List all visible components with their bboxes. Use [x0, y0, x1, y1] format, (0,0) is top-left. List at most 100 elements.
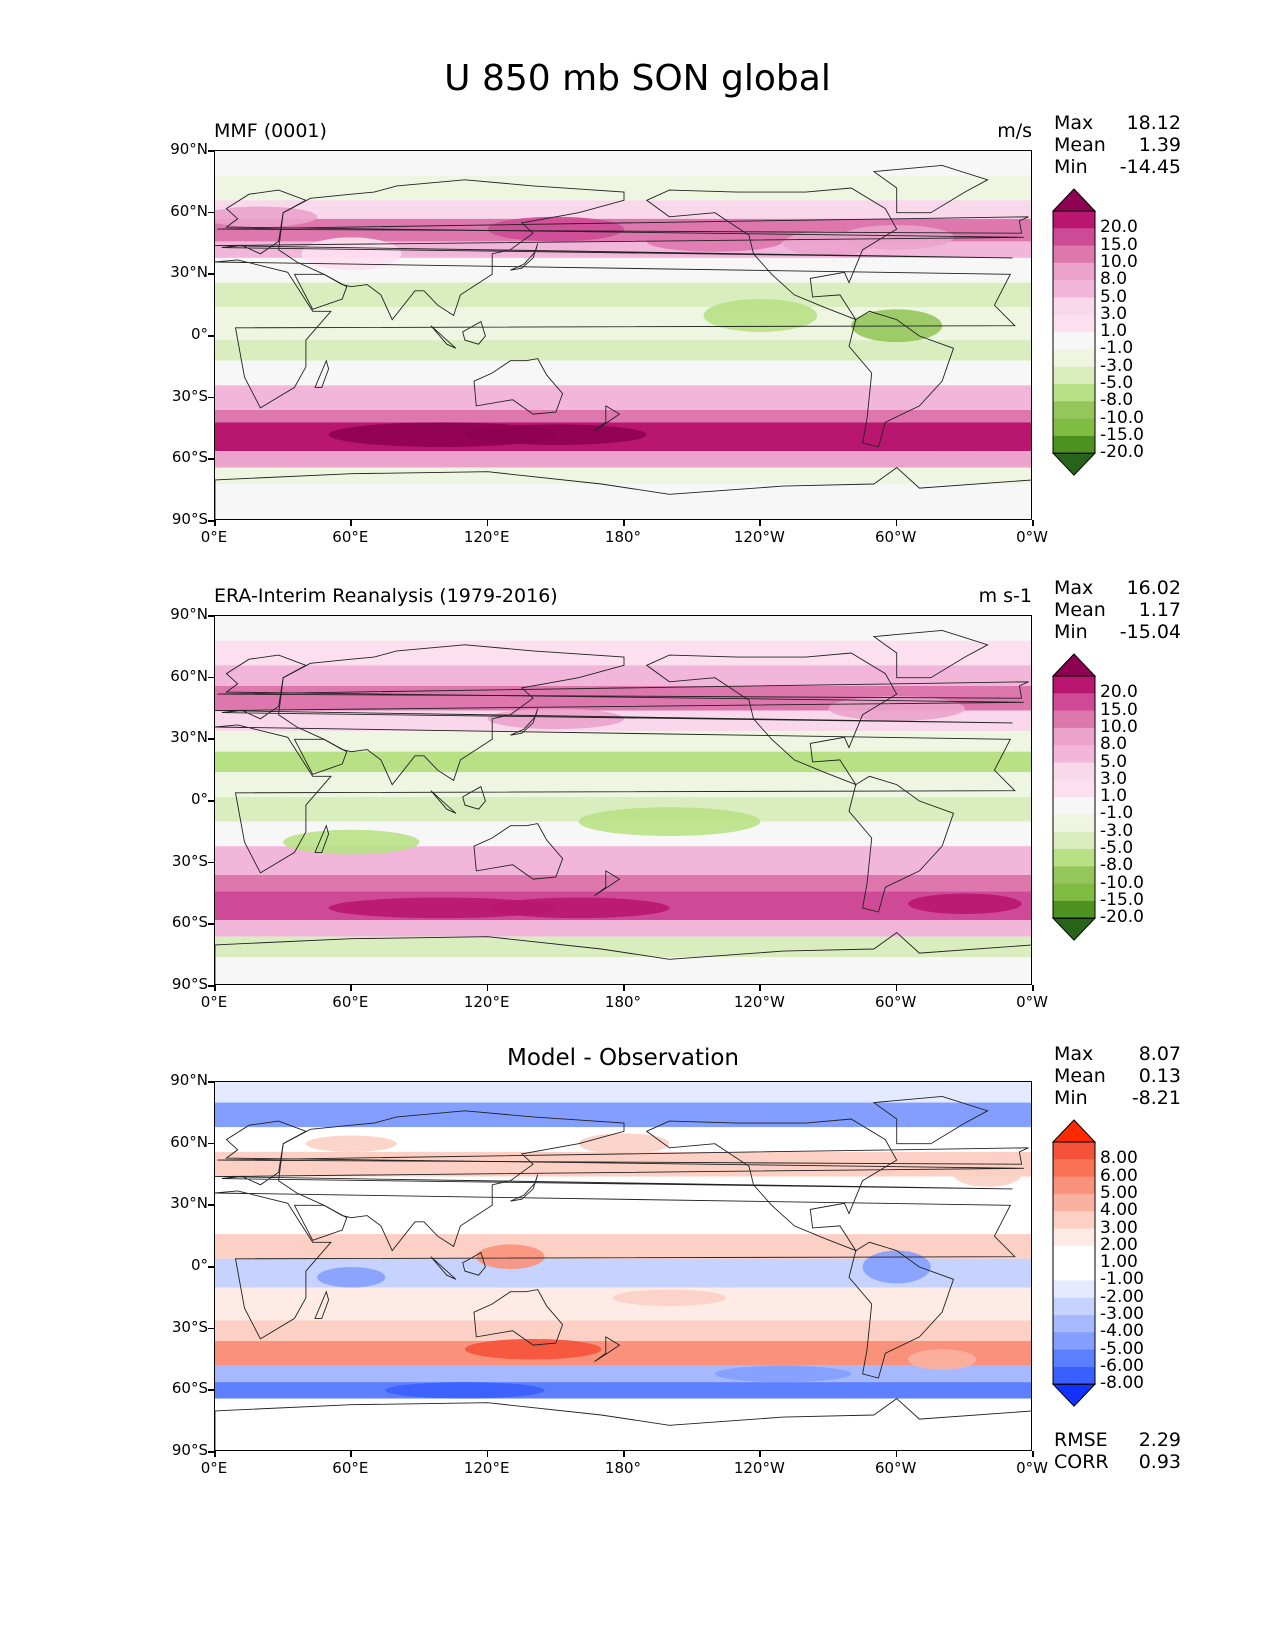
lon-tick-label: 0°W: [1016, 1459, 1048, 1477]
contour-region: [464, 424, 647, 445]
stat-value: 0.93: [1138, 1451, 1181, 1473]
colorbar-segment: [1053, 883, 1095, 902]
contour-band: [215, 1398, 1031, 1415]
coastline: [872, 629, 989, 679]
colorbar-segment: [1053, 693, 1095, 712]
stat-row: Min -8.21: [1054, 1087, 1181, 1109]
colorbar-label: -3.0: [1100, 820, 1134, 841]
lon-tick: [1032, 520, 1034, 526]
colorbar-label: -5.00: [1100, 1338, 1144, 1359]
lon-tick-label: 0°E: [200, 1459, 228, 1477]
lon-tick: [486, 1451, 489, 1457]
lat-tick: [208, 150, 214, 152]
lon-tick: [350, 520, 352, 526]
colorbar-label: -10.0: [1100, 872, 1144, 893]
lon-tick-label: 60°W: [874, 528, 917, 546]
contour-region: [578, 807, 761, 836]
contour-region: [487, 708, 624, 730]
colorbar-segment: [1053, 1228, 1095, 1247]
colorbar-segment: [1053, 211, 1095, 229]
lat-tick: [208, 985, 214, 987]
colorbar-label: 20.0: [1100, 682, 1138, 703]
contour-region: [487, 216, 624, 242]
stat-label: Max: [1054, 112, 1094, 134]
stat-label: Max: [1054, 577, 1094, 599]
lon-tick: [623, 1451, 625, 1457]
colorbar-label: 8.00: [1100, 1148, 1138, 1169]
colorbar-label: 2.00: [1100, 1234, 1138, 1255]
lon-tick-label: 180°: [604, 528, 642, 546]
contour-band: [215, 936, 1031, 958]
lon-tick: [486, 520, 489, 526]
colorbar-segment: [1053, 1159, 1095, 1178]
coastline: [215, 259, 1016, 409]
coastline: [278, 1110, 625, 1252]
lon-tick: [759, 520, 761, 526]
contour-band: [215, 340, 1031, 361]
lat-tick-label: 30°S: [171, 386, 208, 405]
colorbar-extend-min: [1052, 452, 1096, 476]
stat-row: Max 16.02: [1054, 577, 1181, 599]
lat-tick: [208, 1327, 214, 1330]
contour-band: [215, 1205, 1031, 1235]
colorbar-segment: [1053, 1142, 1095, 1160]
colorbar-label: -1.0: [1100, 338, 1134, 359]
contour-region: [283, 1153, 329, 1175]
colorbar-segment: [1053, 1211, 1095, 1229]
colorbar-segment: [1053, 1176, 1095, 1195]
stat-row: Min -14.45: [1054, 156, 1181, 178]
panel-center-title: Model - Observation: [506, 1045, 740, 1071]
contour-band: [215, 1341, 1031, 1366]
colorbar-label: -3.00: [1100, 1304, 1144, 1324]
lon-tick-label: 60°W: [874, 993, 917, 1011]
stat-row: Mean 0.13: [1054, 1065, 1181, 1087]
lat-tick-label: 90°N: [170, 1071, 208, 1089]
contour-band: [215, 200, 1031, 219]
coastline: [594, 405, 621, 431]
coastline: [215, 467, 1031, 519]
colorbar-segment: [1053, 349, 1095, 368]
contour-band: [215, 1382, 1031, 1399]
stat-value: 1.17: [1138, 599, 1181, 621]
contour-band: [215, 360, 1031, 386]
contour-band: [215, 467, 1031, 484]
lon-tick: [895, 985, 898, 991]
lat-tick: [208, 738, 214, 740]
lat-tick: [208, 1081, 214, 1083]
contour-band: [215, 175, 1031, 201]
colorbar-segment: [1053, 676, 1095, 694]
colorbar-outline: [1052, 210, 1096, 454]
lon-tick-label: 120°E: [463, 1459, 510, 1477]
contour-band: [215, 484, 1031, 519]
coastline: [293, 738, 348, 775]
stat-label: CORR: [1054, 1451, 1109, 1473]
contour-band: [215, 1287, 1031, 1321]
lon-tick: [214, 985, 216, 991]
colorbar-label: -1.0: [1100, 803, 1134, 824]
lat-tick: [208, 800, 214, 802]
contour-region: [476, 1244, 545, 1270]
colorbar-segment: [1053, 1332, 1095, 1351]
colorbar-label: -2.00: [1100, 1286, 1144, 1307]
lat-tick: [208, 1266, 214, 1268]
colorbar-label: -5.0: [1100, 373, 1134, 393]
colorbar-segment: [1053, 1297, 1095, 1316]
colorbar-label: 15.0: [1100, 699, 1138, 720]
contour-region: [862, 1250, 931, 1284]
colorbar-segment: [1053, 814, 1095, 833]
lon-tick: [759, 985, 761, 991]
contour-region: [328, 897, 556, 919]
lon-tick-label: 0°W: [1016, 993, 1048, 1011]
lat-tick: [208, 676, 214, 679]
colorbar: [1052, 1119, 1096, 1407]
coastline: [217, 1147, 1029, 1165]
map-panel-1: [214, 150, 1032, 520]
contour-region: [783, 231, 874, 256]
coastline: [848, 310, 955, 448]
coastline: [462, 320, 486, 345]
colorbar-segment: [1053, 762, 1095, 781]
contour-region: [953, 1162, 1022, 1187]
coastline: [314, 359, 330, 388]
stat-value: 1.39: [1138, 134, 1181, 156]
lon-tick: [1032, 985, 1034, 991]
